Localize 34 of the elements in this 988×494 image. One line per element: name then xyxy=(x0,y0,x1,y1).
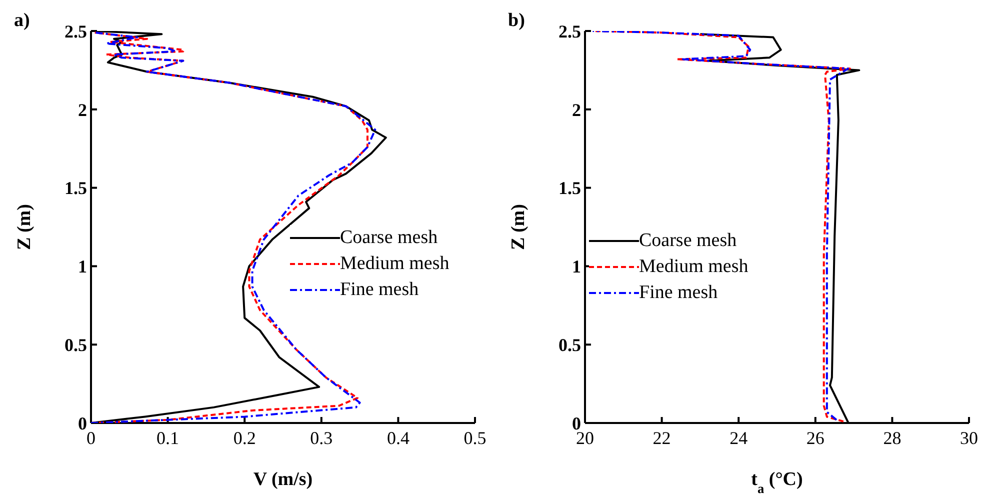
y-tick-label: 1 xyxy=(78,256,87,277)
x-tick-label: 22 xyxy=(652,428,671,448)
chart-title: b) xyxy=(508,10,525,31)
x-tick-label: 26 xyxy=(806,428,824,448)
y-tick-label: 2.5 xyxy=(64,21,87,42)
legend-label: Medium mesh xyxy=(639,256,748,278)
x-axis-title: t$_{a}$ (°C) xyxy=(751,469,803,494)
x-tick-label: 0.3 xyxy=(310,428,333,448)
x-tick-label: 0.4 xyxy=(386,428,410,448)
y-tick-label: 2 xyxy=(572,100,581,120)
y-tick-label: 0 xyxy=(78,413,87,434)
x-axis-title: V (m/s) xyxy=(253,469,313,490)
y-tick-label: 0 xyxy=(572,413,581,434)
x-tick-label: 28 xyxy=(883,428,902,448)
legend-label: Medium mesh xyxy=(340,253,450,275)
legend-label: Coarse mesh xyxy=(639,230,737,252)
x-tick-label: 0.2 xyxy=(233,428,256,448)
y-tick-label: 2 xyxy=(78,100,87,120)
x-tick-label: 24 xyxy=(730,428,748,448)
y-axis-title: Z (m) xyxy=(508,204,529,250)
y-tick-label: 0.5 xyxy=(64,334,87,355)
chart-title: a) xyxy=(14,10,30,31)
y-tick-label: 0.5 xyxy=(558,334,581,355)
x-tick-label: 0.1 xyxy=(156,428,180,448)
y-tick-label: 1.5 xyxy=(558,178,581,198)
legend-label: Fine mesh xyxy=(340,279,419,301)
y-tick-label: 1.5 xyxy=(64,178,87,198)
y-tick-label: 1 xyxy=(572,256,581,277)
y-tick-label: 2.5 xyxy=(558,21,581,42)
x-tick-label: 0.5 xyxy=(464,428,486,448)
legend-label: Coarse mesh xyxy=(340,227,438,249)
legend-label: Fine mesh xyxy=(639,282,718,304)
x-tick-label: 30 xyxy=(960,428,978,448)
y-axis-title: Z (m) xyxy=(14,204,35,250)
